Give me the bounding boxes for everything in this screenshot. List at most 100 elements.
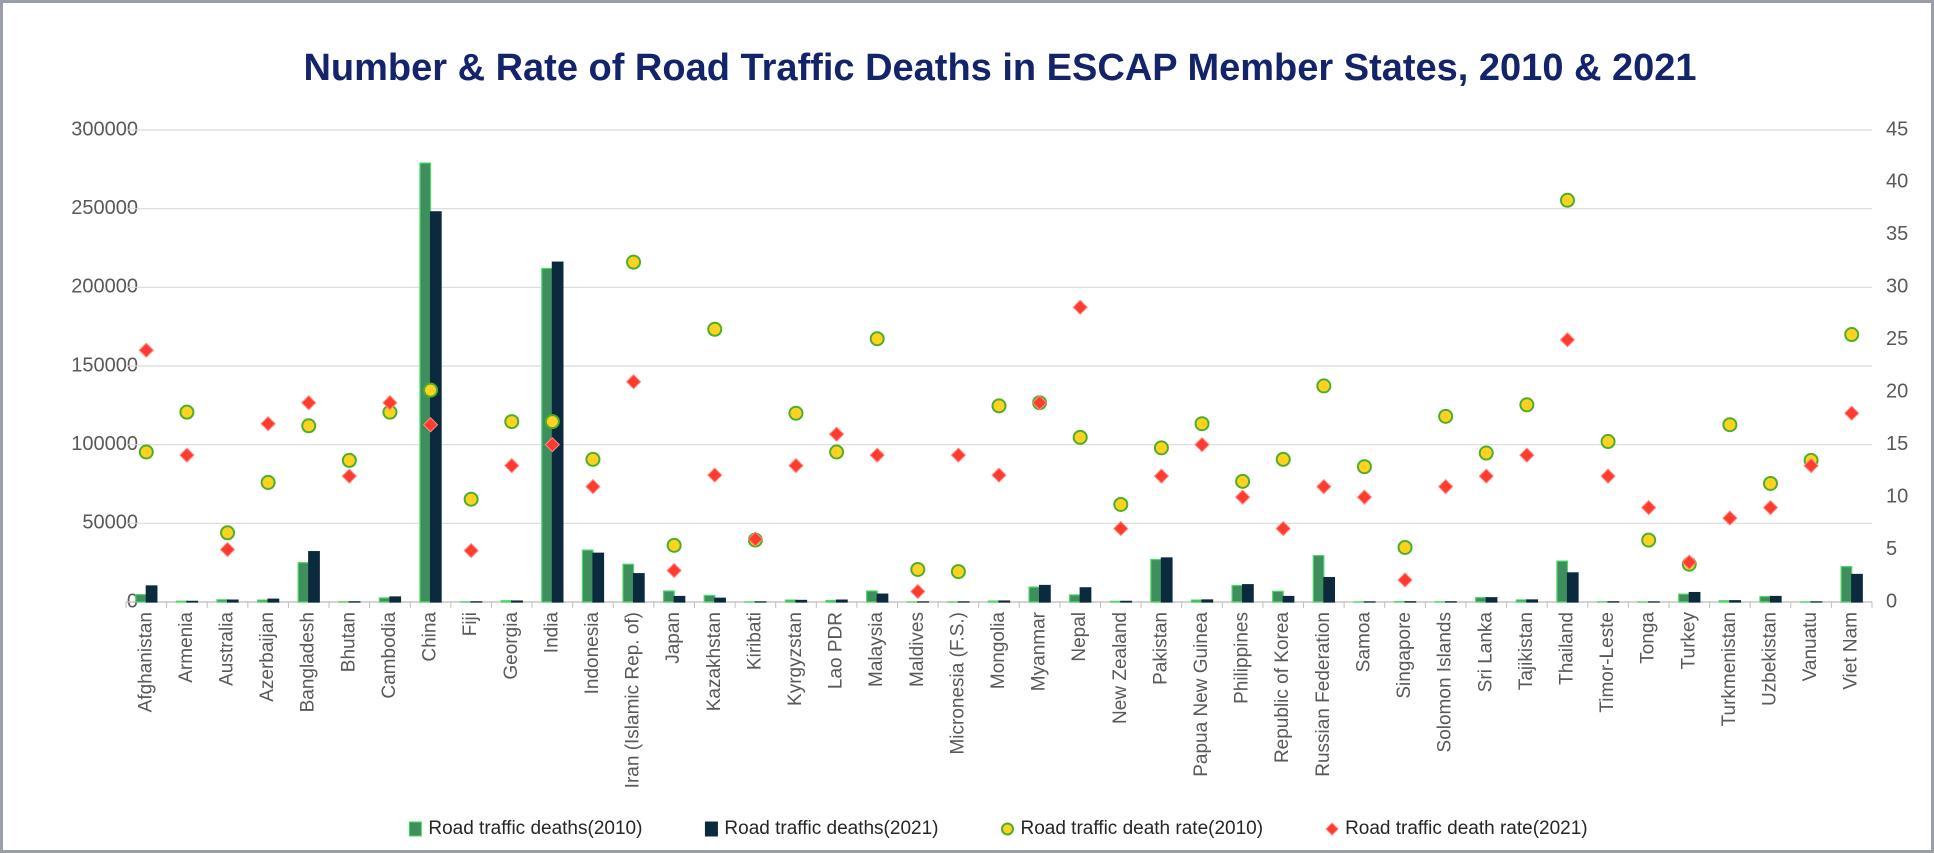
circle-marker <box>1356 459 1372 475</box>
circle-marker <box>1722 417 1738 433</box>
y-tick-label: 50000 <box>82 512 138 534</box>
diamond-marker <box>991 467 1007 483</box>
circle-marker <box>626 254 642 270</box>
diamond-marker <box>1113 520 1129 537</box>
x-tick-label: Vanuatu <box>1800 612 1821 681</box>
diamond-marker <box>1681 554 1697 570</box>
x-tick-label: Fiji <box>460 612 481 636</box>
diamond-marker <box>1762 499 1779 516</box>
legend-label: Road traffic deaths(2021) <box>724 818 938 839</box>
x-tick-label: Cambodia <box>379 612 400 699</box>
diamond-marker <box>260 415 276 432</box>
x-tick-label: Lao PDR <box>826 612 847 689</box>
diamond-marker <box>1437 478 1454 495</box>
circle-marker <box>1113 496 1129 512</box>
y2-tick-label: 15 <box>1886 433 1908 455</box>
diamond-marker <box>301 395 317 411</box>
y-tick-label: 200000 <box>71 276 138 298</box>
diamond-marker <box>219 541 236 558</box>
x-tick-label: Australia <box>217 612 238 686</box>
circle-marker <box>1316 378 1332 394</box>
x-tick-label: Philippines <box>1232 612 1253 704</box>
circle-marker <box>179 404 195 420</box>
bar <box>419 162 432 603</box>
x-tick-label: Viet Nam <box>1841 612 1862 690</box>
x-tick-label: Nepal <box>1069 612 1090 662</box>
bar <box>825 599 838 603</box>
diamond-marker <box>585 478 601 495</box>
diamond-marker <box>463 542 479 559</box>
bar <box>297 562 310 603</box>
bar <box>835 599 848 603</box>
circle-marker <box>1478 445 1494 461</box>
circle-marker <box>585 451 601 467</box>
bar <box>673 595 686 603</box>
circle-marker <box>544 414 560 430</box>
diamond-marker <box>1275 520 1291 537</box>
bar <box>1282 595 1295 603</box>
bar <box>1840 565 1853 603</box>
x-tick-label: Pakistan <box>1150 612 1171 685</box>
circle-marker <box>991 398 1007 414</box>
x-tick-label: Maldives <box>907 612 928 687</box>
x-tick-label: China <box>420 612 441 662</box>
x-tick-label: Myanmar <box>1029 611 1050 691</box>
bar <box>256 599 269 603</box>
x-tick-label: Georgia <box>501 612 522 680</box>
bar <box>541 267 553 603</box>
circle-marker <box>1438 408 1454 424</box>
diamond-marker <box>1072 299 1088 315</box>
bar <box>1312 554 1325 603</box>
circle-marker <box>1844 327 1860 343</box>
circle-marker <box>1235 473 1251 489</box>
circle-marker <box>788 405 804 421</box>
bar <box>389 596 402 603</box>
diamond-marker <box>1153 468 1170 484</box>
bar <box>429 211 442 603</box>
circle-marker <box>504 414 520 430</box>
bar <box>500 600 513 603</box>
y2-tick-label: 35 <box>1886 223 1908 245</box>
diamond-marker <box>1600 468 1616 484</box>
bar <box>663 590 675 603</box>
diamond-marker <box>1031 395 1048 411</box>
legend-swatch <box>704 821 718 837</box>
x-tick-label: Micronesia (F.S.) <box>947 612 968 755</box>
legend-swatch <box>1000 822 1014 836</box>
legend-label: Road traffic deaths(2010) <box>428 818 642 839</box>
x-tick-label: Indonesia <box>582 612 603 695</box>
bar <box>703 594 716 603</box>
diamond-marker <box>1194 436 1210 453</box>
x-tick-label: Sri Lanka <box>1475 612 1496 693</box>
x-tick-label: Thailand <box>1556 612 1577 685</box>
bar <box>175 600 188 603</box>
bar <box>1069 594 1081 603</box>
y-tick-label: 100000 <box>71 433 138 455</box>
diamond-marker <box>544 436 561 453</box>
bar <box>1515 599 1528 603</box>
x-tick-label: Kazakhstan <box>704 612 725 711</box>
y2-tick-label: 20 <box>1886 381 1908 403</box>
bar <box>1556 560 1569 603</box>
bar <box>866 590 878 603</box>
circle-marker <box>1559 192 1575 208</box>
y2-tick-label: 25 <box>1886 328 1908 350</box>
chart-title: Number & Rate of Road Traffic Deaths in … <box>303 47 1696 89</box>
diamond-marker <box>1640 499 1657 516</box>
x-tick-label: India <box>541 612 562 654</box>
diamond-marker <box>1316 478 1332 495</box>
x-tick-label: Bangladesh <box>298 612 319 712</box>
circle-marker <box>869 331 885 347</box>
x-tick-label: New Zealand <box>1110 612 1131 724</box>
bar <box>592 552 605 603</box>
y-tick-label: 150000 <box>71 354 138 376</box>
bar <box>1201 599 1214 603</box>
circle-marker <box>910 561 926 577</box>
circle-marker <box>1072 429 1088 445</box>
diamond-marker <box>1519 447 1535 463</box>
circle-marker <box>707 321 723 337</box>
y-tick-label: 300000 <box>71 118 138 140</box>
bar <box>1729 600 1742 603</box>
